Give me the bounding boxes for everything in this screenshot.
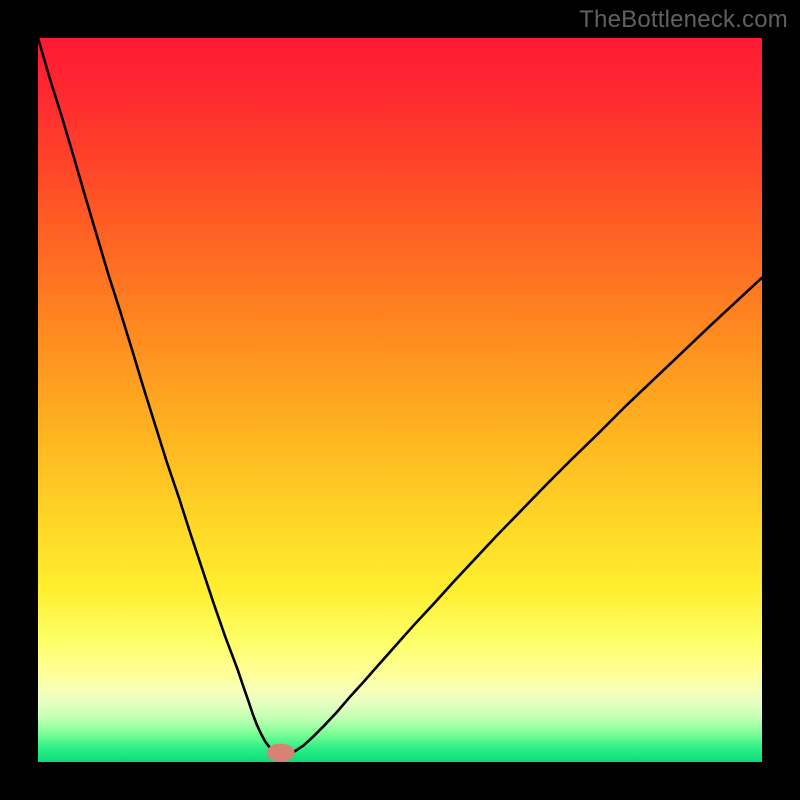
plot-area (38, 38, 762, 762)
chart-container: TheBottleneck.com (0, 0, 800, 800)
optimal-point-marker (267, 744, 295, 762)
chart-svg (38, 38, 762, 762)
watermark-text: TheBottleneck.com (579, 6, 788, 34)
